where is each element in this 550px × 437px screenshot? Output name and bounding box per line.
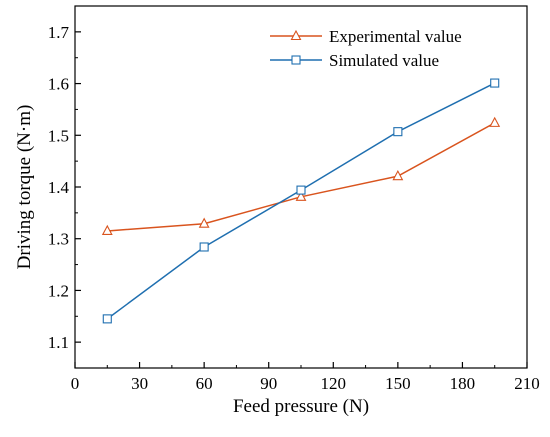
legend-item: Experimental value (270, 27, 462, 46)
x-tick-label: 60 (196, 374, 213, 393)
series-layer (101, 78, 501, 324)
y-tick-label: 1.7 (48, 23, 70, 42)
data-point (489, 116, 501, 127)
data-point (295, 190, 307, 201)
data-point (392, 169, 404, 181)
y-tick-label: 1.4 (48, 178, 70, 197)
x-tick-label: 210 (514, 374, 540, 393)
x-axis: 0 30 60 90 120 150 180 210 (71, 362, 540, 393)
data-point (101, 224, 113, 236)
legend-label: Simulated value (329, 51, 439, 70)
y-tick-label: 1.6 (48, 75, 69, 94)
y-tick-label: 1.5 (48, 126, 69, 145)
data-point (102, 314, 112, 324)
x-tick-label: 150 (385, 374, 411, 393)
legend-item: Simulated value (270, 51, 439, 70)
legend-marker (290, 29, 302, 41)
legend: Experimental value Simulated value (270, 27, 462, 70)
x-tick-label: 30 (131, 374, 148, 393)
x-tick-label: 120 (321, 374, 347, 393)
y-tick-label: 1.2 (48, 281, 69, 300)
y-axis: 1.1 1.2 1.3 1.4 1.5 1.6 1.7 (48, 23, 81, 352)
legend-label: Experimental value (329, 27, 462, 46)
x-tick-label: 90 (260, 374, 277, 393)
data-point (393, 127, 403, 137)
x-tick-label: 180 (450, 374, 476, 393)
series-line (106, 82, 496, 320)
series-0 (101, 116, 501, 236)
data-point (198, 217, 210, 228)
y-tick-label: 1.1 (48, 333, 69, 352)
x-axis-label: Feed pressure (N) (233, 396, 369, 417)
data-point (296, 185, 306, 195)
series-1 (102, 78, 500, 324)
y-axis-label: Driving torque (N·m) (14, 105, 35, 270)
data-point (199, 242, 209, 252)
series-line (107, 122, 496, 232)
legend-marker (291, 55, 301, 65)
x-tick-label: 0 (71, 374, 80, 393)
data-point (490, 78, 500, 88)
y-tick-label: 1.3 (48, 230, 69, 249)
